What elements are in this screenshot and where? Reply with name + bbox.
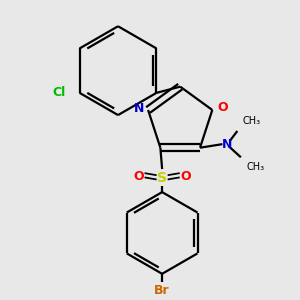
Text: Cl: Cl <box>52 86 65 99</box>
Text: Br: Br <box>154 284 170 297</box>
Text: CH₃: CH₃ <box>243 116 261 126</box>
Text: O: O <box>134 169 144 183</box>
Text: S: S <box>157 171 167 185</box>
Text: O: O <box>180 169 190 183</box>
Text: N: N <box>221 138 232 151</box>
Text: CH₃: CH₃ <box>246 162 264 172</box>
Text: N: N <box>134 102 144 115</box>
Text: O: O <box>218 100 228 114</box>
